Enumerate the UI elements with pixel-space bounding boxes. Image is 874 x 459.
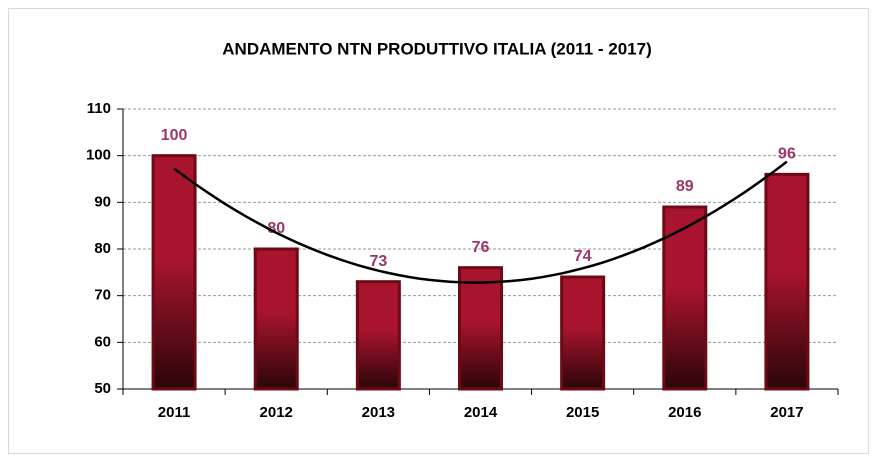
bar xyxy=(764,172,810,391)
y-tick-label: 110 xyxy=(87,100,111,117)
value-label: 100 xyxy=(161,127,188,144)
y-tick-label: 50 xyxy=(94,380,111,397)
bar xyxy=(355,280,401,391)
y-tick-label: 80 xyxy=(94,240,111,257)
bar xyxy=(560,275,606,391)
bar xyxy=(151,154,197,391)
bar xyxy=(662,205,708,391)
y-tick-label: 100 xyxy=(86,147,111,164)
trend-line xyxy=(173,160,788,284)
value-label: 74 xyxy=(574,248,592,265)
x-tick-label: 2011 xyxy=(158,404,191,421)
value-label: 76 xyxy=(472,239,490,256)
bar xyxy=(253,247,299,391)
x-tick-label: 2017 xyxy=(770,404,803,421)
value-label: 80 xyxy=(267,220,285,237)
value-label: 73 xyxy=(369,253,387,270)
x-tick-label: 2016 xyxy=(668,404,701,421)
x-tick-label: 2012 xyxy=(260,404,293,421)
y-tick-label: 70 xyxy=(94,287,111,304)
x-tick-label: 2013 xyxy=(362,404,395,421)
x-tick-label: 2014 xyxy=(464,404,498,421)
chart-frame xyxy=(8,8,869,454)
x-tick-label: 2015 xyxy=(566,404,599,421)
value-label: 96 xyxy=(778,146,796,163)
y-tick-label: 90 xyxy=(94,193,111,210)
value-label: 89 xyxy=(676,178,694,195)
bar xyxy=(458,266,503,391)
chart-title: ANDAMENTO NTN PRODUTTIVO ITALIA (2011 - … xyxy=(222,39,651,58)
y-tick-label: 60 xyxy=(94,333,111,350)
